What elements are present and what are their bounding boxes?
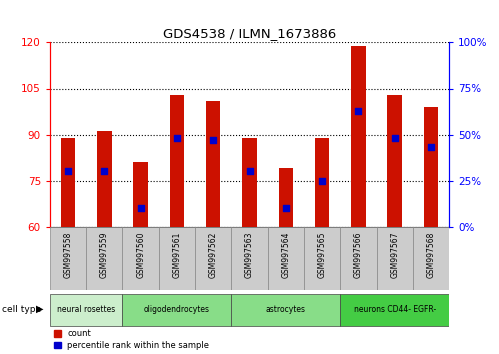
Point: [282, 205, 290, 211]
Bar: [133, 162, 148, 227]
Bar: [232, 294, 340, 326]
Bar: [97, 131, 112, 227]
Text: GSM997563: GSM997563: [245, 232, 254, 278]
Bar: [86, 227, 122, 290]
Bar: [351, 46, 366, 227]
Bar: [424, 107, 438, 227]
Bar: [377, 227, 413, 290]
Bar: [315, 138, 329, 227]
Point: [246, 169, 253, 174]
Point: [137, 205, 145, 211]
Text: GSM997568: GSM997568: [427, 232, 436, 278]
Text: GSM997566: GSM997566: [354, 232, 363, 278]
Bar: [50, 227, 86, 290]
Point: [427, 144, 435, 150]
Bar: [387, 95, 402, 227]
Text: GSM997567: GSM997567: [390, 232, 399, 278]
Bar: [242, 138, 257, 227]
Text: GSM997559: GSM997559: [100, 232, 109, 278]
Point: [391, 135, 399, 141]
Bar: [340, 294, 449, 326]
Text: GSM997558: GSM997558: [63, 232, 72, 278]
Text: GSM997561: GSM997561: [173, 232, 182, 278]
Bar: [304, 227, 340, 290]
Bar: [206, 101, 221, 227]
Bar: [50, 294, 122, 326]
Text: neural rosettes: neural rosettes: [57, 304, 115, 314]
Bar: [122, 294, 232, 326]
Bar: [159, 227, 195, 290]
Bar: [232, 227, 267, 290]
Text: astrocytes: astrocytes: [266, 304, 306, 314]
Point: [354, 108, 362, 113]
Bar: [122, 227, 159, 290]
Bar: [61, 138, 75, 227]
Text: cell type: cell type: [2, 304, 41, 314]
Point: [209, 137, 217, 143]
Bar: [340, 227, 377, 290]
Point: [64, 169, 72, 174]
Point: [318, 178, 326, 183]
Text: GSM997562: GSM997562: [209, 232, 218, 278]
Bar: [195, 227, 232, 290]
Text: neurons CD44- EGFR-: neurons CD44- EGFR-: [353, 304, 436, 314]
Text: GSM997564: GSM997564: [281, 232, 290, 278]
Point: [173, 135, 181, 141]
Text: GSM997565: GSM997565: [317, 232, 326, 278]
Bar: [413, 227, 449, 290]
Text: oligodendrocytes: oligodendrocytes: [144, 304, 210, 314]
Legend: count, percentile rank within the sample: count, percentile rank within the sample: [54, 329, 210, 350]
Point: [100, 169, 108, 174]
Title: GDS4538 / ILMN_1673886: GDS4538 / ILMN_1673886: [163, 27, 336, 40]
Bar: [267, 227, 304, 290]
Text: ▶: ▶: [36, 304, 44, 314]
Bar: [278, 168, 293, 227]
Text: GSM997560: GSM997560: [136, 232, 145, 278]
Bar: [170, 95, 184, 227]
